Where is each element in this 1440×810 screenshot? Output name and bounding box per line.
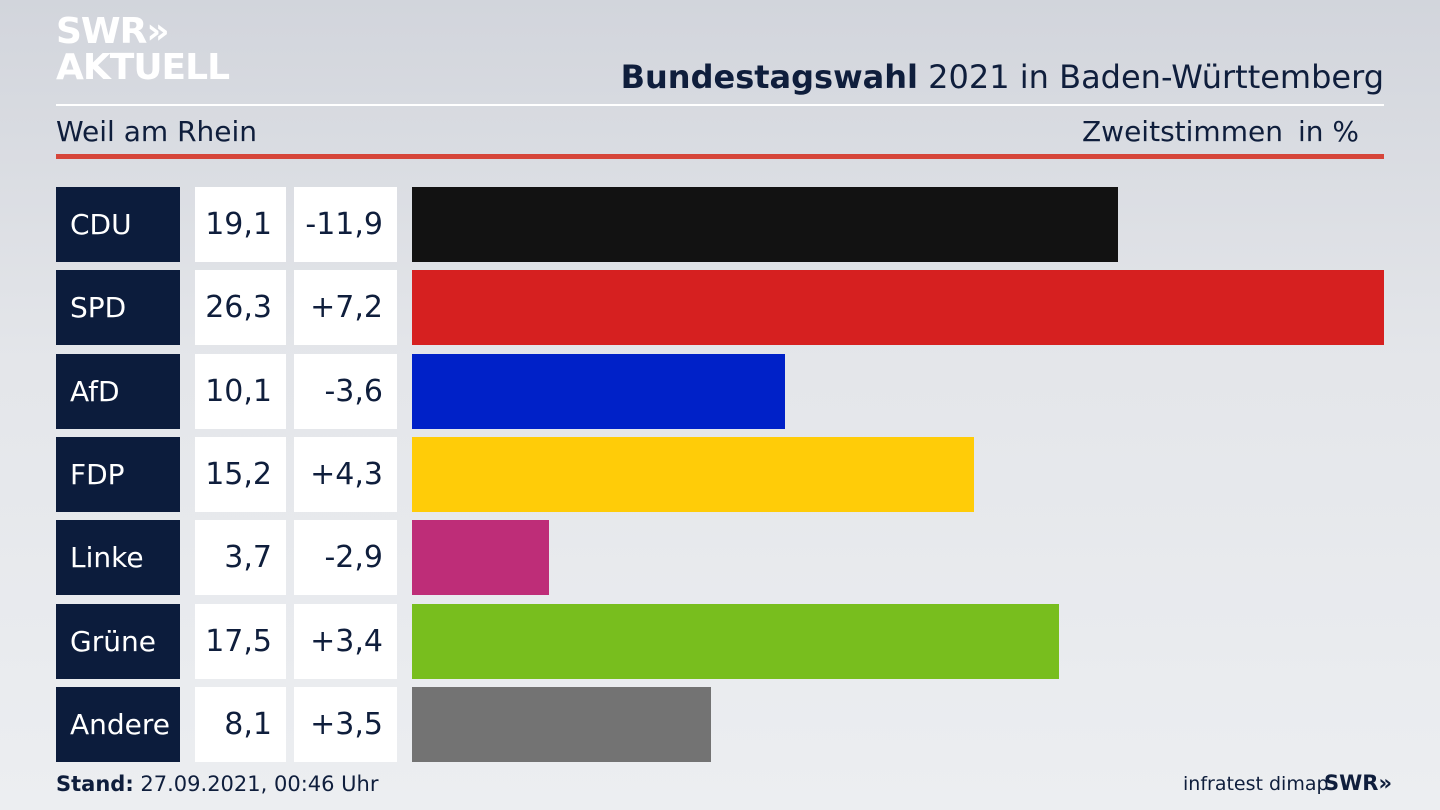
bar-row-linke: Linke 3,7 -2,9 bbox=[0, 520, 1440, 595]
vote-share-value: 17,5 bbox=[195, 604, 286, 679]
source-label: infratest dimap bbox=[1183, 773, 1329, 795]
party-label: AfD bbox=[56, 354, 180, 429]
party-label: SPD bbox=[56, 270, 180, 345]
bar-grüne bbox=[412, 604, 1059, 679]
chart-title-rest: 2021 in Baden-Württemberg bbox=[917, 58, 1384, 96]
party-label: Grüne bbox=[56, 604, 180, 679]
logo-swr-text: SWR» bbox=[56, 11, 170, 52]
timestamp: Stand: 27.09.2021, 00:46 Uhr bbox=[56, 772, 379, 796]
bar-afd bbox=[412, 354, 785, 429]
logo-aktuell-text: AKTUELL bbox=[56, 47, 230, 88]
party-label: Andere bbox=[56, 687, 180, 762]
timestamp-label: Stand: bbox=[56, 772, 134, 796]
vote-share-value: 26,3 bbox=[195, 270, 286, 345]
vote-change-value: -3,6 bbox=[294, 354, 397, 429]
bar-linke bbox=[412, 520, 549, 595]
bar-spd bbox=[412, 270, 1384, 345]
unit-label: in % bbox=[1298, 115, 1360, 148]
chart-subtitle: Weil am Rhein bbox=[56, 115, 258, 148]
timestamp-value: 27.09.2021, 00:46 Uhr bbox=[133, 772, 379, 796]
vote-change-value: -11,9 bbox=[294, 187, 397, 262]
bar-fdp bbox=[412, 437, 974, 512]
party-label: Linke bbox=[56, 520, 180, 595]
vote-share-value: 15,2 bbox=[195, 437, 286, 512]
bar-row-grüne: Grüne 17,5 +3,4 bbox=[0, 604, 1440, 679]
bar-andere bbox=[412, 687, 711, 762]
vote-change-value: +3,4 bbox=[294, 604, 397, 679]
vote-change-value: +3,5 bbox=[294, 687, 397, 762]
bar-row-cdu: CDU 19,1 -11,9 bbox=[0, 187, 1440, 262]
chart-title-bold: Bundestagswahl bbox=[620, 58, 918, 96]
party-label: CDU bbox=[56, 187, 180, 262]
vote-share-value: 8,1 bbox=[195, 687, 286, 762]
vote-share-value: 19,1 bbox=[195, 187, 286, 262]
bar-row-fdp: FDP 15,2 +4,3 bbox=[0, 437, 1440, 512]
measure-label: Zweitstimmen bbox=[1082, 115, 1283, 148]
bar-cdu bbox=[412, 187, 1118, 262]
header-accent-line bbox=[56, 154, 1384, 159]
bar-row-andere: Andere 8,1 +3,5 bbox=[0, 687, 1440, 762]
swr-footer-logo: SWR» bbox=[1324, 771, 1393, 795]
vote-share-value: 10,1 bbox=[195, 354, 286, 429]
header-divider bbox=[56, 104, 1384, 106]
vote-change-value: +7,2 bbox=[294, 270, 397, 345]
vote-change-value: -2,9 bbox=[294, 520, 397, 595]
party-label: FDP bbox=[56, 437, 180, 512]
bar-row-spd: SPD 26,3 +7,2 bbox=[0, 270, 1440, 345]
bar-row-afd: AfD 10,1 -3,6 bbox=[0, 354, 1440, 429]
swr-aktuell-logo: SWR» AKTUELL bbox=[56, 11, 230, 88]
vote-share-value: 3,7 bbox=[195, 520, 286, 595]
chart-title: Bundestagswahl 2021 in Baden-Württemberg bbox=[621, 58, 1384, 96]
vote-change-value: +4,3 bbox=[294, 437, 397, 512]
